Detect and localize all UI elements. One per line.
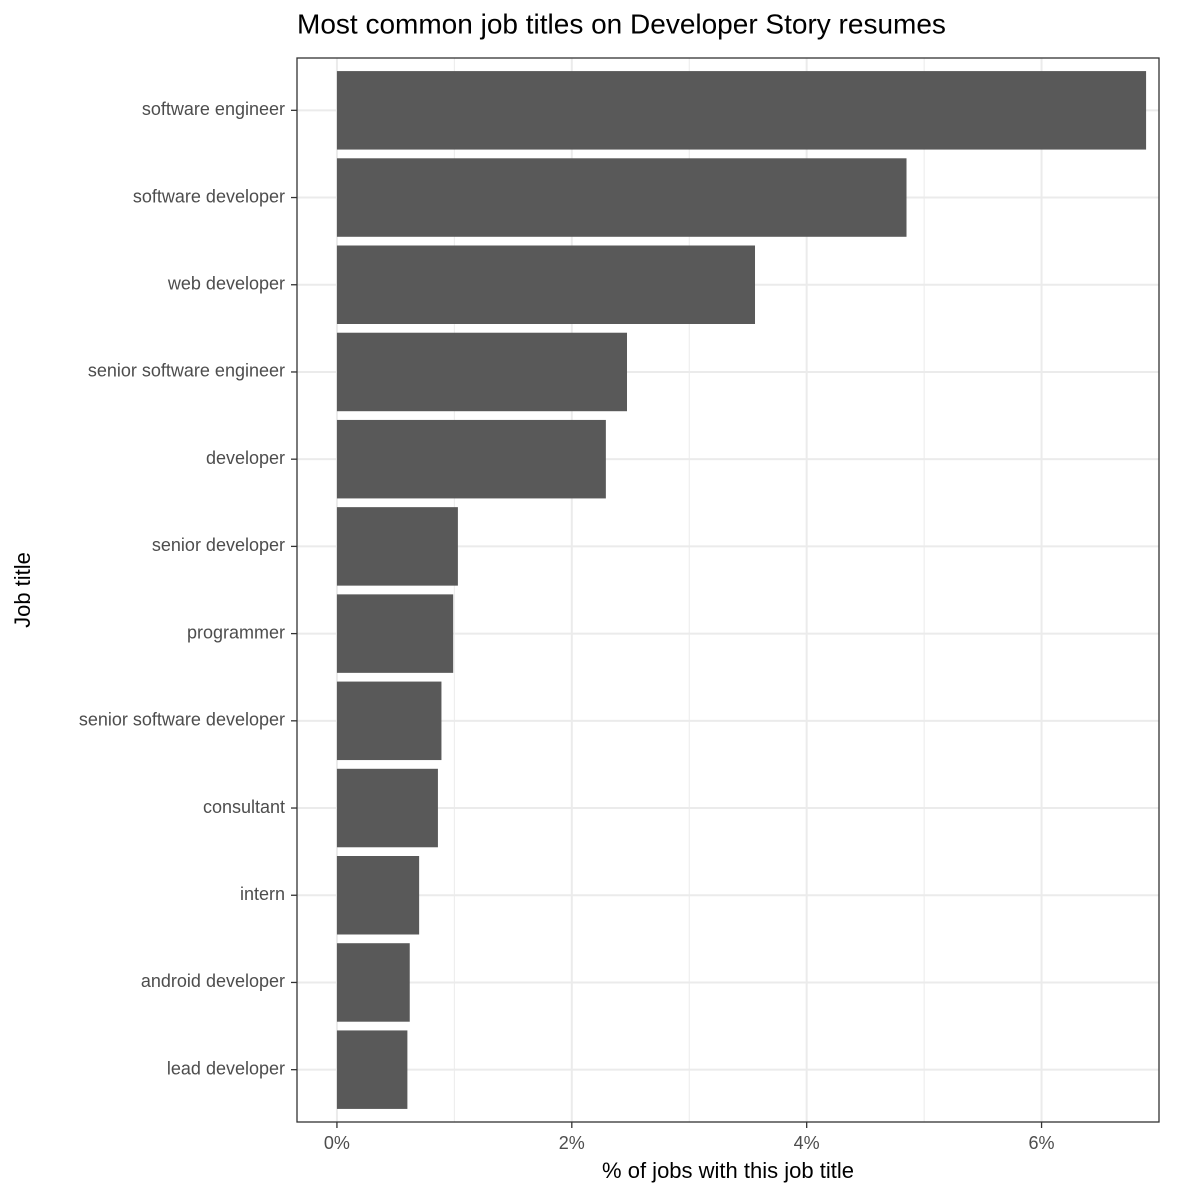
- bar: [336, 245, 756, 324]
- y-tick-label: developer: [206, 448, 285, 468]
- y-tick-label: software developer: [133, 186, 285, 206]
- bars: [336, 71, 1147, 1109]
- bar: [336, 856, 420, 935]
- x-tick-label: 6%: [1029, 1133, 1055, 1153]
- chart-title: Most common job titles on Developer Stor…: [297, 8, 946, 39]
- y-tick-label: software engineer: [142, 99, 285, 119]
- y-axis-label: Job title: [10, 552, 35, 628]
- bar: [336, 681, 442, 761]
- bar: [336, 768, 438, 848]
- bar: [336, 594, 454, 673]
- x-tick-label: 0%: [324, 1133, 350, 1153]
- y-tick-label: programmer: [187, 622, 285, 642]
- bar: [336, 71, 1147, 150]
- y-tick-label: lead developer: [167, 1058, 285, 1078]
- bar: [336, 158, 907, 237]
- bar: [336, 943, 410, 1022]
- bar: [336, 419, 606, 499]
- y-tick-label: consultant: [203, 797, 285, 817]
- y-tick-label: android developer: [141, 971, 285, 991]
- y-tick-label: senior developer: [152, 535, 285, 555]
- x-axis-label: % of jobs with this job title: [602, 1158, 854, 1183]
- x-tick-label: 2%: [559, 1133, 585, 1153]
- panel-border: [296, 57, 1160, 1123]
- bar: [336, 507, 458, 586]
- y-tick-label: senior software engineer: [88, 361, 285, 381]
- bar: [336, 332, 628, 412]
- bar: [336, 1030, 408, 1109]
- y-tick-label: senior software developer: [79, 710, 285, 730]
- y-tick-label: intern: [240, 884, 285, 904]
- x-tick-label: 4%: [794, 1133, 820, 1153]
- y-tick-label: web developer: [167, 274, 285, 294]
